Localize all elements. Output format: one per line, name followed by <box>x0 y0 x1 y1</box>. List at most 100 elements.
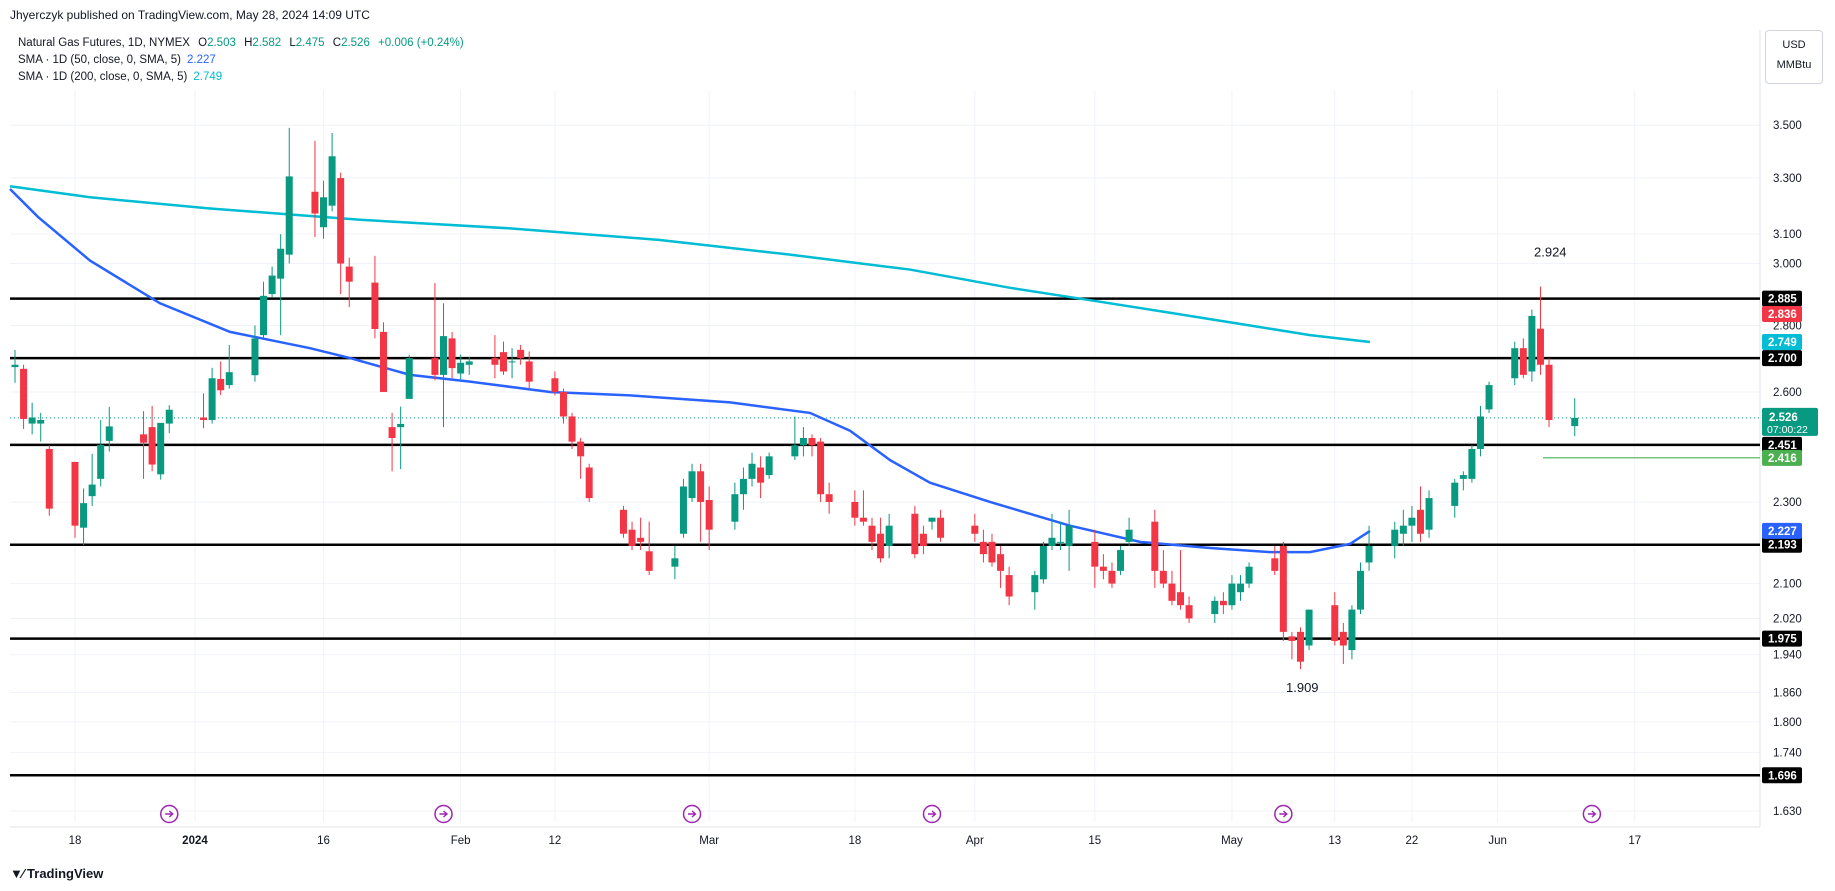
candle-body <box>45 448 53 509</box>
candle-body <box>637 537 645 542</box>
candle-body <box>1391 529 1399 546</box>
candle-body <box>997 554 1005 571</box>
candle-body <box>1237 583 1245 593</box>
candle-body <box>1528 315 1536 372</box>
candle-body <box>448 338 456 369</box>
symbol-title: Natural Gas Futures, 1D, NYMEX <box>18 37 190 49</box>
candle-body <box>937 517 945 538</box>
candle-body <box>688 471 696 499</box>
candle-body <box>928 517 936 522</box>
sma200-line <box>9 184 1371 344</box>
open-value: 2.503 <box>207 37 236 49</box>
candle-body <box>1545 364 1553 421</box>
candle-body <box>1339 631 1347 646</box>
candle-body <box>1039 545 1047 580</box>
candle-body <box>388 427 396 438</box>
price-tick-label: 3.100 <box>1773 229 1802 241</box>
candle-body <box>1571 417 1579 427</box>
candle-body <box>1151 521 1159 571</box>
last-price-badge <box>1762 407 1818 436</box>
event-arrow-icon <box>1587 810 1597 818</box>
candle-body <box>28 417 36 424</box>
price-tick-label: 1.860 <box>1773 687 1802 699</box>
candle-body <box>465 361 473 365</box>
sma50-value: 2.227 <box>186 54 216 66</box>
candle-body <box>551 378 559 392</box>
sma50-line <box>9 188 1371 554</box>
legend-symbol-row[interactable]: Natural Gas Futures, 1D, NYMEX O2.503 H2… <box>18 35 464 52</box>
tradingview-footer[interactable]: ▼∕ TradingView <box>10 866 103 881</box>
price-tick-label: 2.600 <box>1773 387 1802 399</box>
time-tick-label: 16 <box>317 835 330 847</box>
candle-body <box>1005 575 1013 597</box>
candle-body <box>1228 583 1236 606</box>
price-tick-label: 1.630 <box>1773 806 1802 818</box>
sma200-label: SMA · 1D (200, close, 0, SMA, 5) <box>18 71 188 83</box>
candle-body <box>1185 605 1193 619</box>
candle-body <box>731 494 739 522</box>
price-tick-label: 2.100 <box>1773 579 1802 591</box>
candle-body <box>440 336 447 375</box>
candle-body <box>1536 328 1544 365</box>
candle-body <box>1219 600 1227 606</box>
candle-body <box>1065 525 1073 546</box>
candle-body <box>628 529 636 546</box>
candle-body <box>577 441 585 457</box>
time-tick-label: 13 <box>1328 835 1341 847</box>
candle-body <box>1476 416 1484 449</box>
candle-body <box>1245 566 1253 584</box>
candle-body <box>877 533 885 559</box>
time-tick-label: Apr <box>966 835 984 847</box>
time-tick-label: Mar <box>699 835 719 847</box>
candle-body <box>971 525 979 534</box>
price-badge <box>1762 449 1802 466</box>
candle-body <box>1511 348 1519 379</box>
candle-body <box>1348 609 1356 651</box>
candle-body <box>705 500 713 530</box>
event-arrow-icon <box>439 810 449 818</box>
candle-body <box>988 541 996 563</box>
candle-body <box>380 331 388 392</box>
event-arrow-icon <box>927 810 937 818</box>
price-badge <box>1762 306 1802 323</box>
candle-body <box>1159 570 1167 584</box>
candle-body <box>1125 529 1133 542</box>
candle-body <box>697 471 705 502</box>
event-arrow-icon <box>1279 810 1288 818</box>
candle-body <box>1416 509 1424 534</box>
time-tick-label: 12 <box>549 835 562 847</box>
candle-body <box>1408 517 1416 526</box>
level-badge <box>1762 350 1802 367</box>
event-arrow-icon <box>688 810 697 818</box>
candle-body <box>525 361 533 382</box>
change-value: +0.006 (+0.24%) <box>378 37 464 49</box>
legend-sma50-row[interactable]: SMA · 1D (50, close, 0, SMA, 5) 2.227 <box>18 52 464 69</box>
price-badge <box>1762 333 1802 350</box>
high-value: 2.582 <box>252 37 282 49</box>
candle-body <box>1091 541 1099 567</box>
candle-body <box>268 275 276 294</box>
legend-sma200-row[interactable]: SMA · 1D (200, close, 0, SMA, 5) 2.749 <box>18 69 464 86</box>
candle-body <box>499 352 507 372</box>
open-key: O <box>198 37 208 49</box>
event-arrow-icon <box>165 810 174 818</box>
candle-body <box>1485 385 1493 410</box>
time-tick-label: 18 <box>848 835 861 847</box>
time-tick-label: May <box>1221 835 1243 847</box>
level-badge-label: 2.451 <box>1768 440 1797 452</box>
price-tick-label: 3.300 <box>1773 173 1802 185</box>
publisher-line: Jhyerczyk published on TradingView.com, … <box>10 8 370 22</box>
candle-body <box>140 434 148 443</box>
candle-body <box>1468 448 1476 479</box>
time-tick-label: 17 <box>1628 835 1641 847</box>
level-badge-label: 2.885 <box>1768 294 1797 306</box>
candle-body <box>1117 550 1125 571</box>
candle-body <box>1305 609 1313 646</box>
time-tick-label: Feb <box>451 835 471 847</box>
time-tick-label: 22 <box>1406 835 1419 847</box>
candle-body <box>148 427 156 465</box>
currency-unit-selector[interactable]: USD MMBtu <box>1765 30 1823 84</box>
candle-body <box>200 417 208 421</box>
candle-body <box>1356 570 1364 610</box>
